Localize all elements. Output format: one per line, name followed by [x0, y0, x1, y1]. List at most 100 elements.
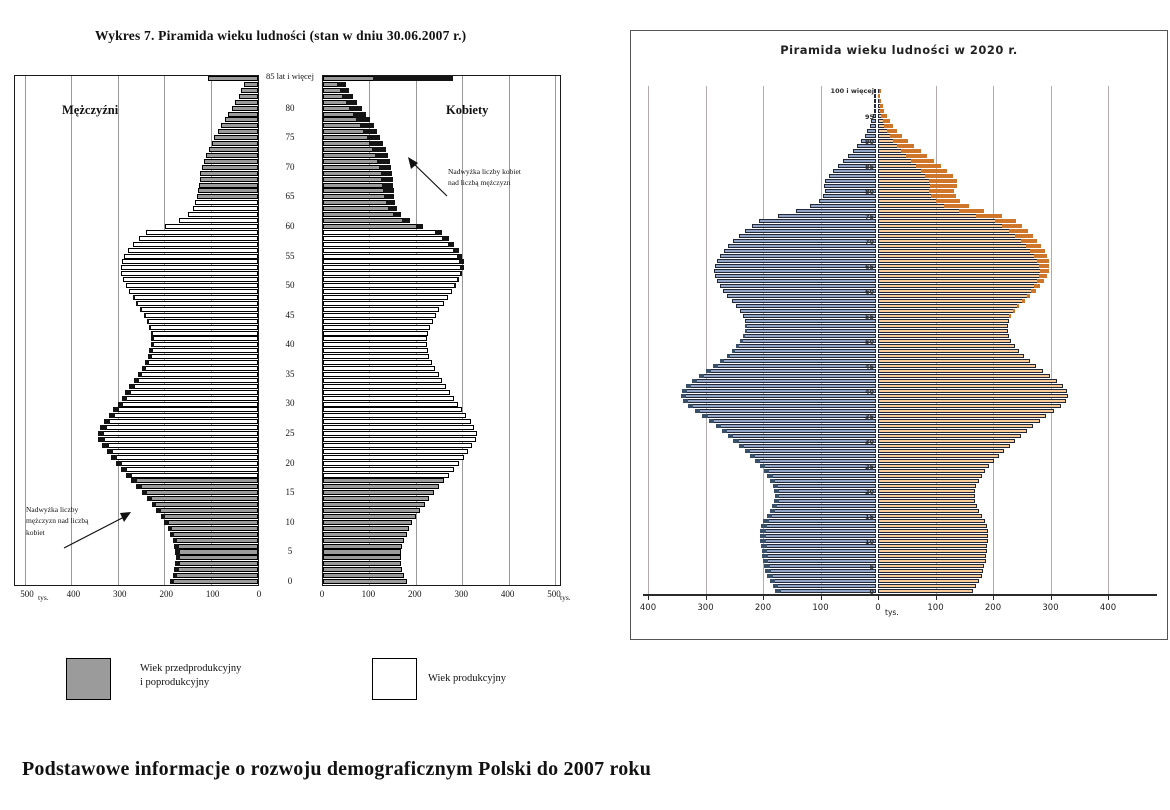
- pyramid-bar-female: [878, 229, 1028, 234]
- pyramid-bar-male: [150, 330, 258, 336]
- pyramid-bar-male: [125, 389, 258, 395]
- pyramid-bar-male: [766, 514, 876, 519]
- male-surplus-tip: [755, 459, 761, 464]
- pyramid-bar-female: [323, 206, 397, 212]
- pyramid-bar-female: [878, 399, 1067, 404]
- male-surplus-tip: [745, 324, 748, 329]
- pyramid-bar-female: [323, 259, 464, 265]
- pyramid-bar-male: [743, 314, 876, 319]
- pyramid-bar-male: [825, 189, 876, 194]
- pyramid-bar-female: [878, 104, 883, 109]
- age-tick-label: 50: [864, 338, 874, 346]
- male-surplus-tip: [766, 574, 773, 579]
- pyramid-bar-male: [818, 199, 876, 204]
- pyramid-bar-male: [151, 336, 258, 342]
- pyramid-bar-male: [714, 269, 876, 274]
- pyramid-bar-female: [878, 294, 1031, 299]
- pyramid-bar-female: [323, 561, 402, 567]
- x-tick-label: 300: [113, 589, 127, 599]
- pyramid-bar-female: [323, 371, 439, 377]
- pyramid-bar-male: [869, 124, 876, 129]
- male-surplus-tip: [121, 466, 127, 472]
- pyramid-bar-male: [141, 490, 258, 496]
- female-surplus-tip: [928, 179, 957, 184]
- pyramid-bar-female: [878, 144, 914, 149]
- pyramid-bar-female: [323, 123, 374, 129]
- pyramid-bar-male: [763, 519, 876, 524]
- x-tick-label: 200: [159, 589, 173, 599]
- pyramid-bar-female: [878, 319, 1010, 324]
- pyramid-bar-male: [716, 259, 876, 264]
- x-axis-tick: [820, 596, 822, 600]
- male-surplus-tip: [169, 579, 175, 585]
- male-surplus-tip: [736, 344, 740, 349]
- pyramid-bar-female: [878, 479, 979, 484]
- pyramid-bar-male: [770, 479, 876, 484]
- male-surplus-tip: [740, 339, 743, 344]
- pyramid-bar-female: [323, 407, 462, 413]
- female-surplus-tip: [356, 117, 370, 123]
- male-surplus-tip: [106, 448, 113, 454]
- pyramid-bar-male: [132, 241, 258, 247]
- pyramid-bar-female: [323, 531, 407, 537]
- x-axis-tick: [705, 596, 707, 600]
- pyramid-bar-male: [723, 249, 876, 254]
- pyramid-bar-male: [761, 524, 876, 529]
- pyramid-bar-female: [323, 354, 430, 360]
- age-tick-label: 15: [285, 487, 295, 498]
- pyramid-bar-male: [121, 466, 258, 472]
- pyramid-bar-male: [217, 129, 258, 135]
- gridline: [1108, 86, 1109, 594]
- gridline: [1050, 86, 1052, 594]
- male-surplus-tip: [140, 306, 143, 312]
- pyramid-bar-male: [706, 369, 876, 374]
- pyramid-bar-male: [106, 448, 258, 454]
- female-surplus-tip: [363, 129, 377, 135]
- women-panel-2007: [322, 75, 561, 586]
- female-surplus-tip: [1017, 304, 1020, 309]
- female-surplus-tip: [929, 184, 958, 189]
- pyramid-bar-female: [323, 383, 447, 389]
- age-tick-label: 60: [864, 288, 874, 296]
- pyramid-bar-male: [136, 484, 258, 490]
- age-tick-label: 35: [864, 413, 874, 421]
- female-surplus-tip: [1030, 289, 1036, 294]
- age-tick-label: 65: [864, 263, 874, 271]
- male-surplus-tip: [170, 531, 175, 537]
- female-surplus-tip: [374, 152, 388, 158]
- male-surplus-tip: [108, 413, 115, 419]
- pyramid-bar-female: [323, 448, 469, 454]
- pyramid-bar-male: [733, 239, 876, 244]
- x-axis-tick: [878, 596, 879, 600]
- pyramid-bar-male: [698, 374, 876, 379]
- pyramid-bar-male: [138, 235, 258, 241]
- female-surplus-tip: [892, 139, 908, 144]
- pyramid-bar-male: [198, 182, 258, 188]
- male-surplus-tip: [731, 349, 736, 354]
- pyramid-bar-female: [323, 247, 459, 253]
- pyramid-bar-female: [878, 424, 1033, 429]
- pyramid-bar-female: [878, 174, 953, 179]
- pyramid-bar-male: [713, 364, 876, 369]
- age-tick-label: 55: [864, 313, 874, 321]
- pyramid-bar-female: [323, 235, 449, 241]
- pyramid-bar-female: [323, 283, 456, 289]
- female-surplus-tip: [1039, 269, 1049, 274]
- pyramid-bar-male: [702, 414, 876, 419]
- age-tick-label: 10: [864, 538, 874, 546]
- pyramid-bar-female: [323, 176, 393, 182]
- male-surplus-tip: [117, 401, 124, 407]
- male-surplus-tip: [102, 442, 109, 448]
- female-surplus-tip: [884, 124, 893, 129]
- female-surplus-tip: [878, 94, 881, 99]
- x-tick-label: 0: [319, 589, 325, 599]
- pyramid-bar-female: [878, 444, 1010, 449]
- pyramid-bar-female: [878, 314, 1012, 319]
- x-tick-label: 300: [697, 603, 714, 613]
- x-tick-label: 0: [256, 589, 262, 599]
- pyramid-bar-female: [323, 537, 405, 543]
- male-surplus-tip: [713, 364, 718, 369]
- pyramid-bar-female: [323, 271, 462, 277]
- pyramid-bar-male: [172, 573, 258, 579]
- pyramid-bar-male: [740, 339, 876, 344]
